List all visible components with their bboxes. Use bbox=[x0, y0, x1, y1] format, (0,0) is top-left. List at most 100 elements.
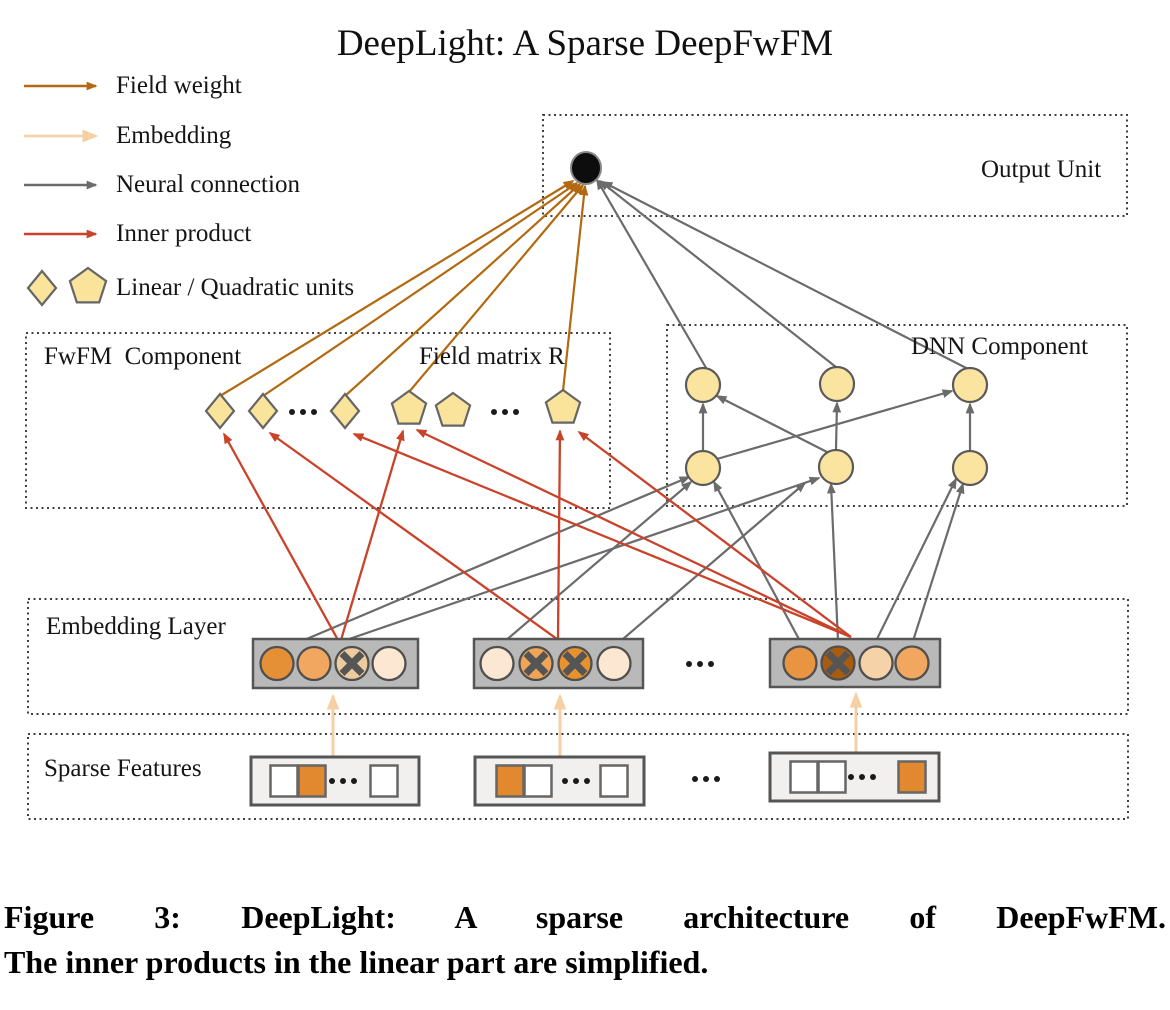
linear-unit-diamond bbox=[247, 392, 279, 430]
edge-neural-connection bbox=[496, 480, 693, 649]
ellipsis-dots bbox=[708, 661, 714, 667]
dnn-hidden-node bbox=[684, 449, 722, 487]
sparse-cell-white bbox=[789, 760, 819, 794]
ellipsis-dots bbox=[562, 778, 568, 784]
ellipsis-dots bbox=[848, 774, 854, 780]
edge-neural-connection bbox=[911, 482, 965, 642]
edge-neural-connection bbox=[713, 480, 801, 642]
embedding-cell bbox=[479, 645, 515, 682]
linear-unit-diamond bbox=[204, 392, 236, 430]
legend-label-neural: Neural connection bbox=[116, 171, 300, 198]
edge-neural-connection bbox=[598, 179, 842, 372]
legend-label-embedding: Embedding bbox=[116, 122, 232, 149]
sparse-cell-white bbox=[269, 764, 299, 798]
dnn-hidden-node bbox=[817, 448, 855, 486]
embedding-cell bbox=[596, 645, 632, 682]
pruned-cross-icon bbox=[339, 651, 365, 676]
sparse-features-label: Sparse Features bbox=[44, 755, 202, 782]
output-unit-label: Output Unit bbox=[981, 156, 1102, 183]
pruned-cross-icon bbox=[562, 651, 588, 676]
sparse-cell-orange bbox=[897, 760, 927, 794]
edge-neural-connection bbox=[716, 389, 954, 461]
quadratic-unit-pentagon bbox=[434, 391, 472, 427]
sparse-cell-white bbox=[599, 764, 629, 798]
fwfm-component-box bbox=[25, 332, 611, 509]
edge-field-weight bbox=[262, 182, 579, 397]
dnn-hidden-node bbox=[818, 365, 856, 403]
embedding-cell bbox=[259, 645, 295, 682]
edge-inner-product bbox=[415, 428, 852, 639]
output-node bbox=[570, 151, 602, 185]
dnn-component-box bbox=[666, 324, 1128, 507]
edge-neural-connection bbox=[319, 476, 821, 651]
edge-inner-product bbox=[352, 432, 852, 639]
quadratic-unit-pentagon bbox=[390, 389, 428, 425]
dnn-hidden-node bbox=[684, 366, 722, 404]
ellipsis-dots bbox=[300, 409, 306, 415]
ellipsis-dots bbox=[513, 409, 519, 415]
sparse-cell-orange bbox=[495, 764, 525, 798]
edge-field-weight bbox=[561, 184, 589, 392]
embedding-cell bbox=[782, 645, 818, 681]
ellipsis-dots bbox=[703, 776, 709, 782]
sparse-cell-white bbox=[817, 760, 847, 794]
quadratic-unit-pentagon bbox=[544, 388, 582, 424]
edge-neural-connection bbox=[827, 482, 840, 642]
ellipsis-dots bbox=[340, 778, 346, 784]
ellipsis-dots bbox=[502, 409, 508, 415]
sparse-cell-white bbox=[369, 764, 399, 798]
ellipsis-dots bbox=[692, 776, 698, 782]
legend-label-inner-product: Inner product bbox=[116, 220, 252, 247]
legend-label-units: Linear / Quadratic units bbox=[116, 274, 355, 301]
edge-inner-product bbox=[577, 431, 852, 638]
edge-field-weight bbox=[408, 183, 585, 393]
edge-neural-connection bbox=[715, 395, 828, 453]
pruned-cross-icon bbox=[523, 651, 549, 676]
edge-field-weight bbox=[344, 182, 582, 397]
ellipsis-dots bbox=[573, 778, 579, 784]
field-matrix-label: Field matrix R bbox=[419, 343, 565, 370]
ellipsis-dots bbox=[697, 661, 703, 667]
ellipsis-dots bbox=[491, 409, 497, 415]
sparse-cell-white bbox=[523, 764, 553, 798]
embedding-cell bbox=[858, 645, 894, 681]
edge-neural-connection bbox=[615, 481, 807, 646]
fwfm-component-label: FwFM Component bbox=[44, 343, 242, 370]
figure-title: DeepLight: A Sparse DeepFwFM bbox=[336, 23, 834, 64]
dnn-hidden-node bbox=[951, 366, 989, 404]
embedding-cell bbox=[894, 645, 930, 681]
edge-field-weight bbox=[219, 180, 575, 397]
ellipsis-dots bbox=[584, 778, 590, 784]
output-unit-box bbox=[542, 114, 1128, 217]
caption-line-2: The inner products in the linear part ar… bbox=[4, 944, 709, 980]
dnn-component-label: DNN Component bbox=[911, 333, 1089, 360]
edge-inner-product bbox=[555, 429, 565, 640]
legend-label-field-weight: Field weight bbox=[116, 72, 242, 99]
ellipsis-dots bbox=[714, 776, 720, 782]
ellipsis-dots bbox=[859, 774, 865, 780]
edge-inner-product bbox=[222, 432, 340, 641]
pruned-cross-icon bbox=[825, 650, 851, 676]
embedding-cell bbox=[371, 645, 407, 682]
edge-neural-connection bbox=[875, 477, 957, 642]
legend-diamond-icon bbox=[26, 269, 58, 307]
ellipsis-dots bbox=[329, 778, 335, 784]
ellipsis-dots bbox=[311, 409, 317, 415]
edge-inner-product bbox=[339, 429, 405, 641]
legend-pentagon-icon bbox=[68, 266, 108, 304]
edge-neural-connection bbox=[282, 475, 691, 651]
ellipsis-dots bbox=[686, 661, 692, 667]
ellipsis-dots bbox=[289, 409, 295, 415]
edge-neural-connection bbox=[596, 178, 710, 374]
ellipsis-dots bbox=[870, 774, 876, 780]
edge-neural-connection bbox=[601, 181, 975, 373]
ellipsis-dots bbox=[351, 778, 357, 784]
edge-inner-product bbox=[268, 432, 558, 640]
caption-line-1: Figure 3: DeepLight: A sparse architectu… bbox=[4, 899, 1166, 935]
dnn-hidden-node bbox=[951, 449, 989, 487]
embedding-layer-box bbox=[27, 598, 1129, 715]
linear-unit-diamond bbox=[329, 392, 361, 430]
embedding-layer-label: Embedding Layer bbox=[46, 613, 226, 640]
